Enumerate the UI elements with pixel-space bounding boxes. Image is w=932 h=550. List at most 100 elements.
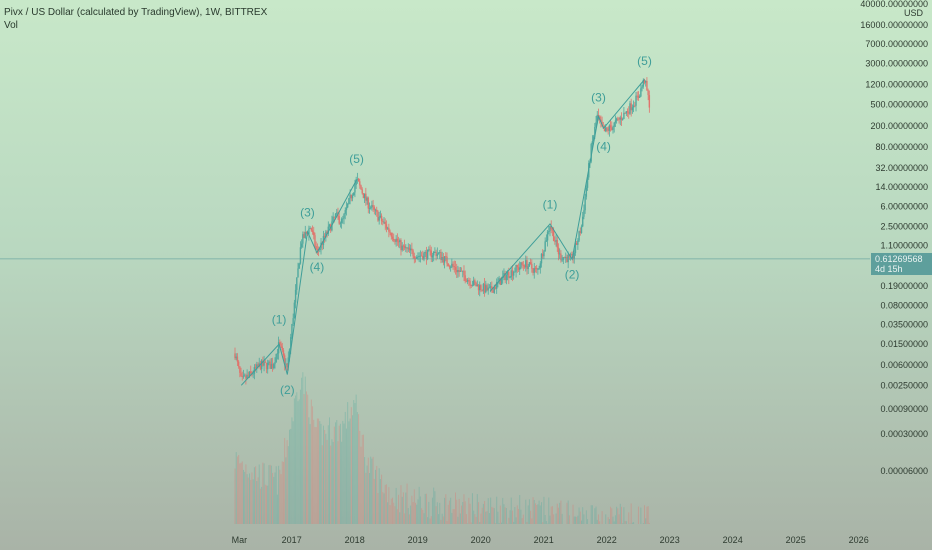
candle-body xyxy=(498,278,500,282)
volume-bar xyxy=(423,513,425,524)
candle-body xyxy=(551,229,554,231)
candle-body xyxy=(378,216,380,221)
volume-bar xyxy=(559,502,561,524)
volume-bar xyxy=(301,377,303,524)
volume-bar xyxy=(450,497,452,524)
volume-bar xyxy=(382,492,384,524)
candle-body xyxy=(291,324,293,338)
candle-body xyxy=(419,255,422,257)
candle-body xyxy=(499,278,502,285)
volume-bar xyxy=(457,516,459,524)
candle-body xyxy=(448,266,451,268)
volume-bar xyxy=(282,461,284,524)
volume-bar xyxy=(281,461,283,524)
candle-body xyxy=(474,280,476,283)
volume-bar xyxy=(339,423,341,524)
candle-body xyxy=(492,290,494,293)
candle-body xyxy=(276,353,279,355)
candle-body xyxy=(546,231,549,241)
candle-body xyxy=(456,269,458,273)
candle-body xyxy=(316,249,319,250)
candle-body xyxy=(351,195,354,199)
volume-bar xyxy=(551,506,553,524)
x-tick-label: 2021 xyxy=(534,535,554,545)
y-tick-label: 2.50000000 xyxy=(880,222,928,232)
candle-body xyxy=(542,253,544,257)
volume-bar xyxy=(435,506,437,524)
volume-bar xyxy=(344,411,346,524)
volume-bar xyxy=(337,441,339,524)
volume-bar xyxy=(297,401,299,524)
y-tick-label: 32.00000000 xyxy=(875,163,928,173)
volume-bar xyxy=(624,520,626,524)
volume-bar xyxy=(537,504,539,524)
y-tick-label: 0.08000000 xyxy=(880,301,928,311)
volume-bar xyxy=(455,492,456,524)
candle-body xyxy=(442,257,445,263)
volume-bar xyxy=(492,507,494,524)
candle-body xyxy=(402,245,405,247)
candle-body xyxy=(565,256,567,258)
volume-bar xyxy=(329,417,330,524)
volume-bar xyxy=(383,493,385,524)
candle-body xyxy=(362,193,365,199)
candle-body xyxy=(304,232,306,238)
volume-bar xyxy=(490,497,492,524)
candle-body xyxy=(477,284,480,291)
volume-bar xyxy=(408,514,410,524)
candle-body xyxy=(603,128,606,132)
volume-bar xyxy=(583,514,585,524)
volume-bar xyxy=(338,425,340,524)
volume-bar xyxy=(349,418,351,524)
volume-bar xyxy=(486,511,488,524)
volume-bar xyxy=(353,400,355,524)
volume-bar xyxy=(245,464,247,524)
volume-bar xyxy=(557,507,559,524)
volume-bar xyxy=(539,505,541,524)
volume-bar xyxy=(494,523,496,524)
candle-body xyxy=(363,193,366,199)
volume-bar xyxy=(503,504,505,524)
candle-body xyxy=(241,376,243,377)
candle-body xyxy=(342,218,344,220)
candle-body xyxy=(623,112,625,119)
candle-body xyxy=(356,178,359,180)
volume-bar xyxy=(295,395,297,524)
volume-bar xyxy=(530,510,532,524)
wave-label: (5) xyxy=(637,54,652,68)
volume-bar xyxy=(526,522,528,524)
x-tick-label: 2020 xyxy=(471,535,491,545)
candle-body xyxy=(413,256,416,259)
volume-bar xyxy=(400,485,402,524)
volume-bar xyxy=(287,446,289,524)
candle-body xyxy=(531,264,533,269)
volume-bar xyxy=(582,507,584,524)
volume-bar xyxy=(519,495,521,524)
volume-bar xyxy=(433,487,435,524)
volume-bar xyxy=(290,428,292,524)
candle-body xyxy=(298,263,300,269)
candle-body xyxy=(349,194,351,199)
candle-body xyxy=(521,262,523,265)
volume-bar xyxy=(568,515,570,524)
volume-bar xyxy=(510,497,512,524)
candle-body xyxy=(279,342,281,344)
wave-label: (5) xyxy=(349,152,364,166)
volume-bar xyxy=(313,419,315,524)
candle-body xyxy=(346,203,349,208)
candle-body xyxy=(647,90,649,96)
candle-body xyxy=(451,263,453,267)
candle-body xyxy=(372,205,374,208)
volume-bar xyxy=(368,472,370,524)
volume-bar xyxy=(461,505,463,524)
volume-bar xyxy=(262,462,264,524)
x-tick-label: 2023 xyxy=(660,535,680,545)
volume-bar xyxy=(550,506,552,524)
candle-body xyxy=(569,254,572,256)
candle-body xyxy=(379,215,382,217)
volume-bar xyxy=(335,422,337,524)
volume-bar xyxy=(560,500,562,524)
volume-bar xyxy=(381,474,383,524)
volume-bar xyxy=(630,503,632,524)
